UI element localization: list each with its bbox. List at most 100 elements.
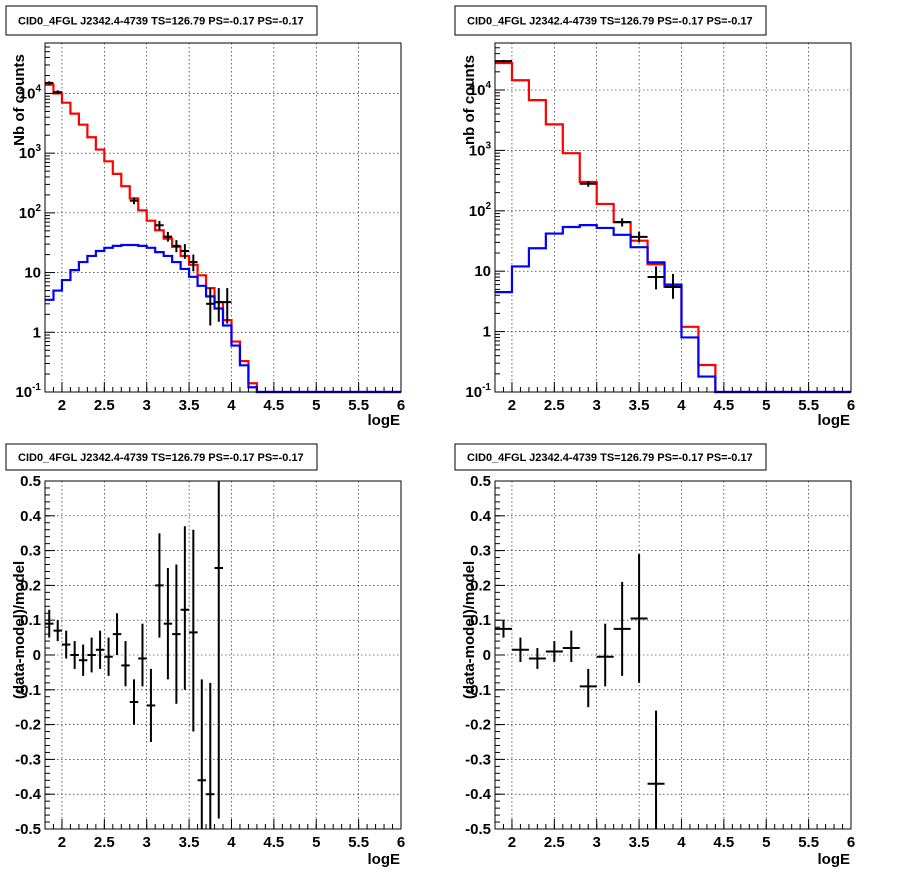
x-tick-label: 4.5: [713, 397, 734, 414]
data-point: [223, 288, 232, 324]
model-step-line: [495, 61, 851, 394]
data-point: [45, 81, 54, 85]
y-tick-label: 0.1: [20, 612, 41, 629]
x-axis-label: logE: [368, 412, 401, 429]
data-point: [112, 613, 122, 655]
data-point: [562, 630, 580, 662]
x-tick-label: 6: [397, 397, 405, 414]
y-tick-label: -0.3: [15, 751, 41, 768]
x-tick-label: 3: [593, 834, 601, 851]
data-point: [214, 288, 223, 322]
data-point: [579, 668, 597, 708]
y-tick-label: -0.1: [465, 682, 491, 699]
data-point: [121, 641, 130, 687]
x-tick-label: 5.5: [798, 397, 819, 414]
panel-bottom-right: 2 2.5 3 3.5 4 4.5 5 5.5 6 -0.5 -0.4 -0.3 -0.2 -0.1 0 0.…: [454, 443, 855, 868]
y-tick-label: 0.5: [470, 473, 491, 490]
data-point: [138, 623, 147, 687]
data-point: [129, 197, 139, 205]
x-tick-label: 5: [312, 397, 320, 414]
y-tick-label: 102: [469, 201, 492, 220]
y-tick-label: 0.3: [20, 543, 41, 560]
x-tick-label: 4: [677, 397, 686, 414]
y-tick-label: 0.2: [20, 577, 41, 594]
y-tick-label: -0.4: [465, 786, 492, 803]
data-point: [545, 641, 563, 662]
x-tick-label: 2: [508, 397, 516, 414]
x-tick-label: 3.5: [179, 834, 200, 851]
x-axis-label: logE: [818, 412, 851, 429]
data-point: [163, 231, 173, 242]
x-tick-label: 5: [762, 834, 770, 851]
data-point: [70, 641, 79, 669]
data-point: [95, 630, 105, 669]
x-tick-label: 2.5: [94, 834, 115, 851]
data-point: [53, 620, 62, 642]
x-tick-label: 4: [227, 397, 236, 414]
x-tick-label: 5.5: [798, 834, 819, 851]
data-point: [146, 668, 156, 742]
x-tick-label: 2.5: [544, 397, 565, 414]
data-point: [53, 90, 62, 94]
y-tick-label: 102: [19, 203, 42, 222]
y-tick-label: 0.1: [470, 612, 491, 629]
y-tick-label: -0.5: [15, 821, 41, 838]
x-tick-label: 2: [508, 834, 516, 851]
data-point: [579, 181, 597, 187]
x-tick-label: 3: [143, 397, 151, 414]
model-step-line: [45, 243, 401, 394]
data-point: [613, 218, 631, 227]
y-tick-label: -0.3: [465, 751, 491, 768]
y-tick-label: 10-1: [15, 382, 41, 401]
y-tick-label: 10-1: [465, 382, 491, 401]
data-point: [45, 609, 54, 638]
data-point: [189, 254, 198, 272]
y-tick-label: 10: [24, 265, 41, 282]
y-axis-label: Nb of counts: [11, 54, 28, 146]
chart-title: CID0_4FGL J2342.4-4739 TS=126.79 PS=-0.1…: [467, 16, 753, 28]
x-tick-label: 4.5: [713, 834, 734, 851]
title-box: [5, 5, 318, 36]
y-tick-label: 1: [33, 324, 41, 341]
title-box: [454, 5, 767, 36]
data-point: [104, 637, 113, 676]
y-tick-label: 0: [483, 647, 491, 664]
y-tick-label: -0.2: [465, 717, 491, 734]
x-tick-label: 4.5: [263, 834, 284, 851]
x-tick-label: 4: [227, 834, 236, 851]
x-tick-label: 2: [58, 834, 66, 851]
x-tick-label: 2.5: [94, 397, 115, 414]
data-point: [180, 244, 190, 259]
data-point: [528, 648, 546, 669]
data-point: [155, 221, 164, 230]
data-point: [214, 481, 223, 819]
x-tick-label: 4: [677, 834, 686, 851]
x-tick-label: 4.5: [263, 397, 284, 414]
y-axis-label: nb of counts: [461, 55, 478, 145]
y-tick-label: 10: [474, 263, 491, 280]
data-point: [172, 240, 181, 253]
chart-title: CID0_4FGL J2342.4-4739 TS=126.79 PS=-0.1…: [467, 452, 753, 464]
y-tick-label: 0.3: [470, 543, 491, 560]
x-tick-label: 5.5: [348, 834, 369, 851]
data-point: [630, 554, 648, 683]
y-tick-label: 0.5: [20, 473, 41, 490]
y-tick-label: 1: [483, 324, 491, 341]
data-point: [613, 581, 631, 676]
plot-frame: [494, 42, 852, 393]
plot-frame: [44, 42, 402, 393]
data-point: [163, 568, 173, 680]
x-tick-label: 5: [762, 397, 770, 414]
x-tick-label: 3: [143, 834, 151, 851]
x-tick-label: 3.5: [179, 397, 200, 414]
y-tick-label: -0.4: [15, 786, 42, 803]
y-tick-label: -0.1: [15, 682, 41, 699]
data-point: [155, 533, 164, 638]
x-tick-label: 6: [847, 397, 855, 414]
y-tick-label: 0.4: [20, 508, 42, 525]
data-point: [511, 637, 529, 662]
data-point: [647, 266, 665, 290]
